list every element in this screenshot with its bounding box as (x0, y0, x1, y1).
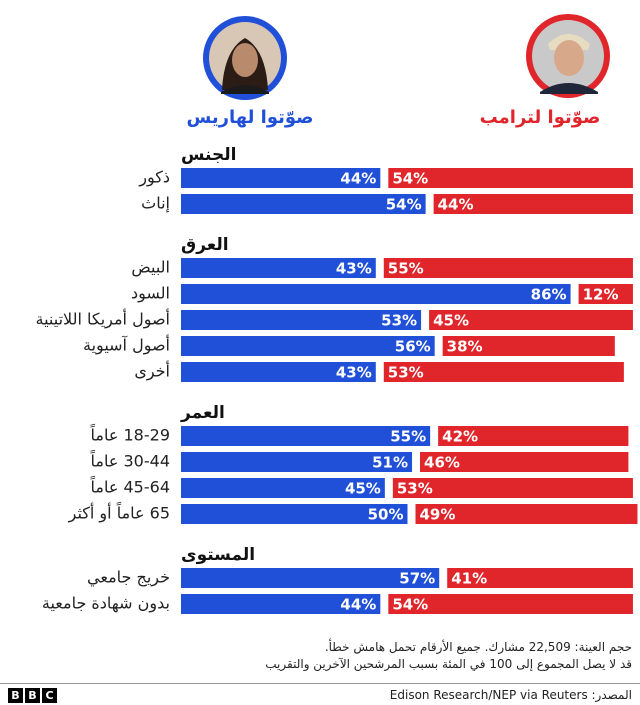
bar (438, 426, 629, 446)
value-label: 55% (390, 428, 426, 446)
separator (0, 683, 640, 684)
bar (433, 194, 633, 214)
category-label: 30-44 عاماً (90, 449, 170, 471)
bar (578, 284, 633, 304)
bar (181, 284, 571, 304)
value-label: 55% (388, 260, 424, 278)
note: حجم العينة: 22,509 مشارك. جميع الأرقام ت… (324, 640, 632, 654)
bar (181, 426, 431, 446)
value-label: 45% (345, 480, 381, 498)
bar (181, 362, 376, 382)
category-label: البيض (131, 258, 170, 278)
value-label: 44% (438, 196, 474, 214)
value-label: 43% (336, 364, 372, 382)
value-label: 46% (424, 454, 460, 472)
bar (383, 258, 633, 278)
group-title: العرق (181, 235, 229, 255)
bar (181, 452, 413, 472)
category-label: إناث (141, 194, 170, 213)
value-label: 53% (397, 480, 433, 498)
category-label: خريج جامعي (87, 568, 170, 588)
bar (415, 504, 638, 524)
category-label: ذكور (138, 168, 170, 188)
bar (383, 362, 624, 382)
bar (388, 594, 633, 614)
value-label: 45% (433, 312, 469, 330)
value-label: 44% (340, 596, 376, 614)
bar (181, 194, 426, 214)
value-label: 41% (451, 570, 487, 588)
bar (181, 168, 381, 188)
bar (181, 478, 385, 498)
value-label: 44% (340, 170, 376, 188)
note: قد لا يصل المجموع إلى 100 في المئة بسبب … (265, 657, 632, 671)
value-label: 53% (381, 312, 417, 330)
value-label: 38% (447, 338, 483, 356)
bar (181, 258, 376, 278)
category-label: 65 عاماً أو أكثر (68, 501, 170, 524)
bar (181, 336, 435, 356)
value-label: 50% (368, 506, 404, 524)
value-label: 56% (395, 338, 431, 356)
value-label: 12% (583, 286, 619, 304)
legend-trump: صوّتوا لترامب (480, 107, 601, 128)
bar (181, 594, 381, 614)
value-label: 57% (399, 570, 435, 588)
bar (420, 452, 629, 472)
value-label: 54% (392, 170, 428, 188)
trump-portrait (526, 14, 610, 98)
legend-harris: صوّتوا لهاريس (186, 107, 313, 128)
category-label: أخرى (134, 361, 170, 382)
bar (181, 568, 440, 588)
category-label: 45-64 عاماً (90, 475, 170, 497)
bar (442, 336, 615, 356)
category-label: أصول أمريكا اللاتينية (36, 309, 170, 330)
category-label: السود (131, 284, 170, 304)
harris-portrait (203, 16, 287, 100)
value-label: 51% (372, 454, 408, 472)
group-title: الجنس (181, 145, 236, 165)
logo-letter: B (8, 688, 23, 703)
logo-letter: B (25, 688, 40, 703)
category-label: بدون شهادة جامعية (42, 594, 170, 614)
bar (429, 310, 633, 330)
value-label: 86% (531, 286, 567, 304)
source: المصدر: Edison Research/NEP via Reuters (389, 688, 632, 702)
bar (181, 504, 408, 524)
bar (447, 568, 633, 588)
logo-letter: C (42, 688, 57, 703)
value-label: 53% (388, 364, 424, 382)
value-label: 42% (442, 428, 478, 446)
bar (181, 310, 422, 330)
bar (388, 168, 633, 188)
category-label: أصول آسيوية (83, 335, 170, 356)
category-label: 18-29 عاماً (90, 423, 170, 445)
value-label: 49% (420, 506, 456, 524)
group-title: المستوى (181, 545, 255, 565)
value-label: 54% (386, 196, 422, 214)
value-label: 43% (336, 260, 372, 278)
value-label: 54% (392, 596, 428, 614)
bar (392, 478, 633, 498)
group-title: العمر (180, 403, 225, 423)
